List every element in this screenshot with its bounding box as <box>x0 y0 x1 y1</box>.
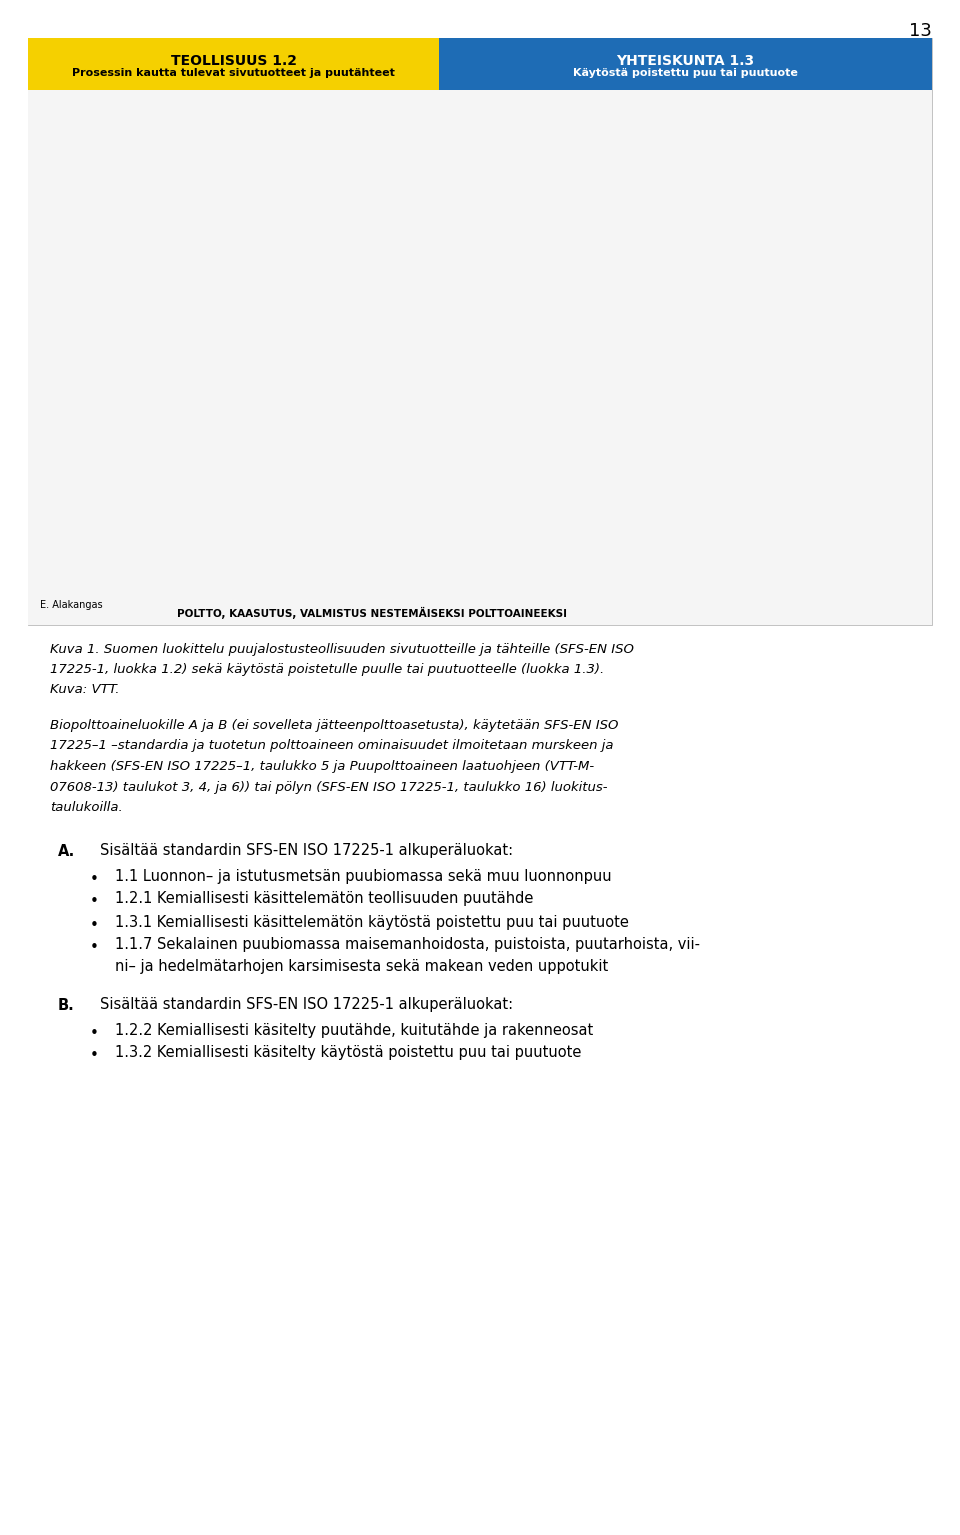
Bar <box>28 38 440 91</box>
Text: 1.1.7 Sekalainen puubiomassa maisemanhoidosta, puistoista, puutarhoista, vii-: 1.1.7 Sekalainen puubiomassa maisemanhoi… <box>115 938 700 953</box>
Text: 13: 13 <box>909 21 932 40</box>
Text: Sisältää standardin SFS-EN ISO 17225-1 alkuperäluokat:: Sisältää standardin SFS-EN ISO 17225-1 a… <box>100 844 514 858</box>
Text: Kuva: VTT.: Kuva: VTT. <box>50 683 119 695</box>
Bar <box>28 38 932 625</box>
Text: TEOLLISUUS 1.2: TEOLLISUUS 1.2 <box>171 54 297 68</box>
Text: 17225–1 –standardia ja tuotetun polttoaineen ominaisuudet ilmoitetaan murskeen j: 17225–1 –standardia ja tuotetun polttoai… <box>50 740 613 752</box>
Text: Käytöstä poistettu puu tai puutuote: Käytöstä poistettu puu tai puutuote <box>573 68 798 78</box>
Text: •: • <box>90 941 99 955</box>
Text: •: • <box>90 918 99 932</box>
Text: E. Alakangas: E. Alakangas <box>40 600 103 609</box>
Text: 1.3.2 Kemiallisesti käsitelty käytöstä poistettu puu tai puutuote: 1.3.2 Kemiallisesti käsitelty käytöstä p… <box>115 1045 582 1061</box>
Text: 1.3.1 Kemiallisesti käsittelemätön käytöstä poistettu puu tai puutuote: 1.3.1 Kemiallisesti käsittelemätön käytö… <box>115 915 629 930</box>
Bar <box>440 38 932 91</box>
Text: Sisältää standardin SFS-EN ISO 17225-1 alkuperäluokat:: Sisältää standardin SFS-EN ISO 17225-1 a… <box>100 998 514 1013</box>
Text: •: • <box>90 872 99 887</box>
Text: B.: B. <box>58 998 75 1013</box>
Text: •: • <box>90 1025 99 1041</box>
Text: Kuva 1. Suomen luokittelu puujalostusteollisuuden sivutuotteille ja tähteille (S: Kuva 1. Suomen luokittelu puujalostusteo… <box>50 643 634 655</box>
Text: 1.1 Luonnon– ja istutusmetsän puubiomassa sekä muu luonnonpuu: 1.1 Luonnon– ja istutusmetsän puubiomass… <box>115 869 612 884</box>
Text: taulukoilla.: taulukoilla. <box>50 801 123 814</box>
Text: Prosessin kautta tulevat sivutuotteet ja puutähteet: Prosessin kautta tulevat sivutuotteet ja… <box>72 68 396 78</box>
Text: YHTEISKUNTA 1.3: YHTEISKUNTA 1.3 <box>616 54 755 68</box>
Text: •: • <box>90 895 99 910</box>
Text: A.: A. <box>58 844 75 858</box>
Text: •: • <box>90 1048 99 1064</box>
Text: 17225-1, luokka 1.2) sekä käytöstä poistetulle puulle tai puutuotteelle (luokka : 17225-1, luokka 1.2) sekä käytöstä poist… <box>50 663 604 675</box>
Text: ni– ja hedelmätarhojen karsimisesta sekä makean veden uppotukit: ni– ja hedelmätarhojen karsimisesta sekä… <box>115 958 609 973</box>
Text: 07608-13) taulukot 3, 4, ja 6)) tai pölyn (SFS-EN ISO 17225-1, taulukko 16) luok: 07608-13) taulukot 3, 4, ja 6)) tai pöly… <box>50 780 608 794</box>
Text: 1.2.2 Kemiallisesti käsitelty puutähde, kuitutähde ja rakenneosat: 1.2.2 Kemiallisesti käsitelty puutähde, … <box>115 1022 593 1038</box>
Bar <box>28 91 932 625</box>
Text: 1.2.1 Kemiallisesti käsittelemätön teollisuuden puutähde: 1.2.1 Kemiallisesti käsittelemätön teoll… <box>115 892 534 907</box>
Text: hakkeen (SFS-EN ISO 17225–1, taulukko 5 ja Puupolttoaineen laatuohjeen (VTT-M-: hakkeen (SFS-EN ISO 17225–1, taulukko 5 … <box>50 760 594 774</box>
Text: Biopolttoaineluokille A ja B (ei sovelleta jätteenpolttoasetusta), käytetään SFS: Biopolttoaineluokille A ja B (ei sovelle… <box>50 718 618 732</box>
Text: POLTTO, KAASUTUS, VALMISTUS NESTEMÄISEKSI POLTTOAINEEKSI: POLTTO, KAASUTUS, VALMISTUS NESTEMÄISEKS… <box>177 606 566 619</box>
